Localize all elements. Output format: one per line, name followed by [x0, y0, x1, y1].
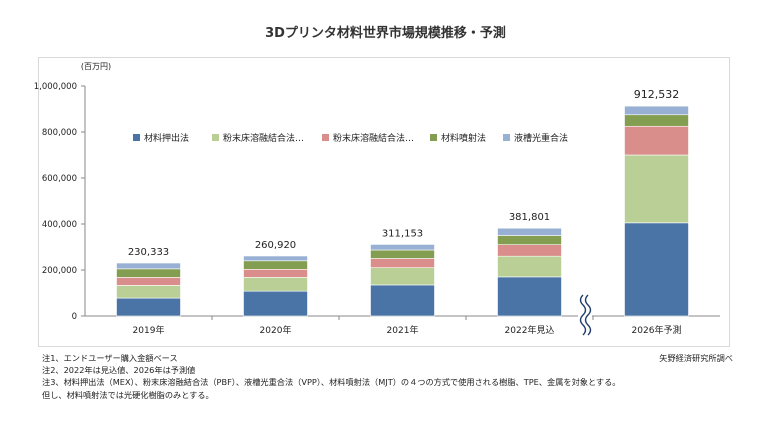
bar-segment: [624, 154, 689, 224]
x-tick-label: 2019年: [133, 324, 165, 336]
bar-segment: [243, 269, 308, 278]
footnote-2: 注2、2022年は見込値、2026年は予測値: [42, 365, 196, 376]
legend-label: 材料押出法: [144, 132, 189, 144]
bar-segment: [116, 297, 181, 317]
y-tick-label: 800,000: [42, 128, 77, 138]
y-tick-label: 600,000: [42, 174, 77, 184]
chart-title: 3Dプリンタ材料世界市場規模推移・予測: [265, 26, 506, 41]
legend-swatch: [503, 134, 510, 141]
y-tick-label: 400,000: [42, 220, 77, 230]
bar-segment: [624, 105, 689, 116]
bar-segment: [370, 258, 435, 268]
x-tick-label: 2020年: [260, 324, 292, 336]
bar-segment: [370, 249, 435, 259]
bar-segment: [497, 255, 562, 278]
bar-segment: [497, 235, 562, 245]
legend-swatch: [212, 134, 219, 141]
y-unit-label: (百万円): [81, 62, 111, 71]
footnotes: 注1、エンドユーザー購入金額ベース 注2、2022年は見込値、2026年は予測値…: [42, 352, 620, 401]
source-credit: 矢野経済研究所調べ: [659, 353, 733, 363]
y-tick-label: 200,000: [42, 266, 77, 276]
x-tick-label: 2021年: [387, 324, 419, 336]
x-tick-label: 2022年見込: [505, 324, 555, 336]
legend-swatch: [322, 134, 329, 141]
bar-segment: [116, 277, 181, 286]
bar-segment: [624, 222, 689, 317]
plot-frame: [38, 57, 730, 347]
footnote-1: 注1、エンドユーザー購入金額ベース: [42, 353, 178, 363]
bar-segment: [116, 268, 181, 278]
bar-segment: [497, 276, 562, 317]
bar-segment: [243, 260, 308, 270]
bar-segment: [116, 285, 181, 299]
total-data-label: 311,153: [382, 228, 423, 239]
axis-break-line: [579, 294, 587, 336]
bar-segment: [243, 290, 308, 317]
bar-segment: [243, 255, 308, 262]
bar-segment: [370, 267, 435, 286]
legend-label: 粉末床溶融結合法…: [333, 132, 414, 144]
bar-segment: [624, 125, 689, 156]
legend-swatch: [133, 134, 140, 141]
total-data-label: 260,920: [255, 240, 296, 251]
bar-segment: [497, 227, 562, 236]
bar-segment: [243, 277, 308, 292]
bar-segment: [624, 114, 689, 127]
legend-label: 液槽光重合法: [514, 132, 568, 144]
total-data-label: 381,801: [509, 212, 550, 223]
legend-label: 粉末床溶融結合法…: [223, 132, 304, 144]
bar-segment: [497, 244, 562, 257]
bar-segment: [116, 262, 181, 270]
axis-break-line: [584, 294, 592, 336]
total-data-label: 912,532: [634, 88, 680, 101]
legend-swatch: [430, 134, 437, 141]
footnote-4: 但し、材料噴射法では光硬化樹脂のみとする。: [42, 389, 214, 400]
legend-label: 材料噴射法: [441, 132, 486, 144]
y-tick-label: 0: [72, 312, 77, 322]
bar-segment: [370, 284, 435, 317]
footnote-3: 注3、材料押出法（MEX）、粉末床溶融結合法（PBF）、液槽光重合法（VPP）、…: [42, 377, 621, 388]
total-data-label: 230,333: [128, 247, 169, 258]
bar-segment: [370, 244, 435, 251]
x-tick-label: 2026年予測: [632, 324, 682, 336]
y-tick-label: 1,000,000: [34, 82, 77, 92]
